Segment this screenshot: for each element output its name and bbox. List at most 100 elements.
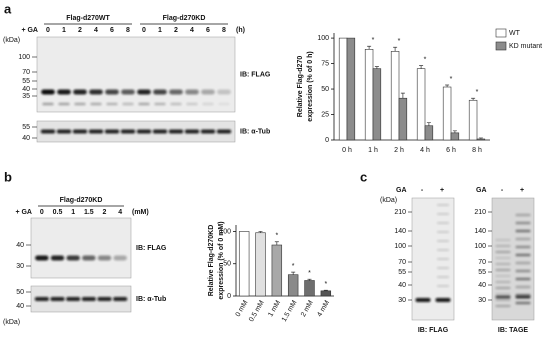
legend-label: KD mutant (509, 43, 542, 50)
error-bar (374, 66, 379, 69)
marker-label: 40 (398, 282, 406, 289)
lane-label: 0.5 (53, 209, 63, 216)
bar (450, 132, 460, 141)
y-tick-label: 0 (227, 293, 231, 300)
marker-label: 40 (478, 282, 486, 289)
band (169, 89, 183, 95)
band (105, 89, 119, 95)
band (495, 287, 511, 289)
treatment-label: GA (396, 187, 407, 194)
y-axis-label: Relative Flag-d270 (297, 56, 304, 118)
band (437, 258, 449, 260)
error-bar (393, 46, 398, 52)
band (515, 261, 531, 265)
y-tick-label: 50 (223, 261, 231, 268)
band (200, 129, 216, 134)
band (515, 277, 531, 281)
band (81, 297, 96, 301)
bar (442, 86, 452, 141)
significance-mark: * (324, 281, 327, 288)
error-bar (419, 65, 424, 69)
bar (476, 138, 486, 141)
marker-label: 140 (474, 228, 486, 235)
band (186, 102, 198, 106)
band (56, 129, 72, 134)
legend-swatch (495, 28, 507, 38)
x-tick-label: 2 h (394, 147, 404, 154)
band (122, 102, 134, 106)
bar (390, 51, 400, 141)
x-tick-label: 1 mM (267, 299, 282, 318)
band (42, 102, 54, 106)
significance-mark: * (292, 263, 295, 270)
band (435, 298, 451, 302)
band (495, 305, 511, 307)
panel-label: b (4, 169, 12, 184)
blot (30, 217, 132, 279)
band (515, 213, 531, 217)
band (437, 204, 449, 206)
band (113, 297, 128, 301)
x-tick-label: 6 h (446, 147, 456, 154)
bar (320, 290, 332, 297)
band (50, 297, 65, 301)
lane-label: 8 (126, 27, 130, 34)
band (154, 102, 166, 106)
marker-label: 140 (394, 228, 406, 235)
lane-label: 1 (158, 27, 162, 34)
lane-label: 6 (110, 27, 114, 34)
treatment-label: GA (476, 187, 487, 194)
marker-label: 70 (22, 69, 30, 76)
band (515, 285, 531, 289)
error-bar (367, 45, 372, 50)
x-tick-label: 4 h (420, 147, 430, 154)
band (515, 295, 531, 299)
band (40, 129, 56, 134)
band (217, 89, 231, 95)
band (495, 245, 511, 247)
y-axis-label: Relative Flag-d270KD (208, 225, 215, 297)
lane-label: 4 (118, 209, 122, 216)
band (495, 293, 511, 295)
marker-label: 210 (474, 209, 486, 216)
bar (398, 97, 408, 141)
bar (304, 280, 315, 297)
panel-label: c (360, 169, 367, 184)
error-bar (445, 84, 450, 88)
bar (372, 68, 382, 141)
significance-mark: * (372, 37, 375, 44)
band (113, 255, 127, 261)
marker-label: 100 (394, 243, 406, 250)
marker-label: 55 (478, 269, 486, 276)
error-bar (452, 130, 457, 133)
band (495, 299, 511, 301)
band (120, 129, 136, 134)
lane-label: 1 (71, 209, 75, 216)
marker-label: 30 (478, 297, 486, 304)
lane-label: - (501, 187, 504, 194)
legend-swatch (495, 41, 507, 51)
error-bar (400, 92, 405, 99)
marker-label: 50 (16, 289, 24, 296)
marker-label: 30 (16, 263, 24, 270)
blot (36, 120, 236, 143)
band (515, 269, 531, 273)
x-tick-label: 1.5 mM (281, 299, 299, 323)
band (104, 129, 120, 134)
band (185, 89, 199, 95)
y-tick-label: 100 (317, 35, 329, 42)
lane-label: 0 (40, 209, 44, 216)
lane-label: 1 (62, 27, 66, 34)
lane-label: 2 (174, 27, 178, 34)
bar (364, 49, 374, 141)
x-tick-label: 0 h (342, 147, 352, 154)
band (73, 89, 87, 95)
band (152, 129, 168, 134)
marker-label: 55 (22, 78, 30, 85)
legend-label: WT (509, 30, 521, 37)
band (437, 249, 449, 251)
lane-label: 2 (103, 209, 107, 216)
unit-label: (mM) (132, 209, 149, 216)
band (74, 102, 86, 106)
group-label: Flag-d270KD (163, 15, 206, 22)
